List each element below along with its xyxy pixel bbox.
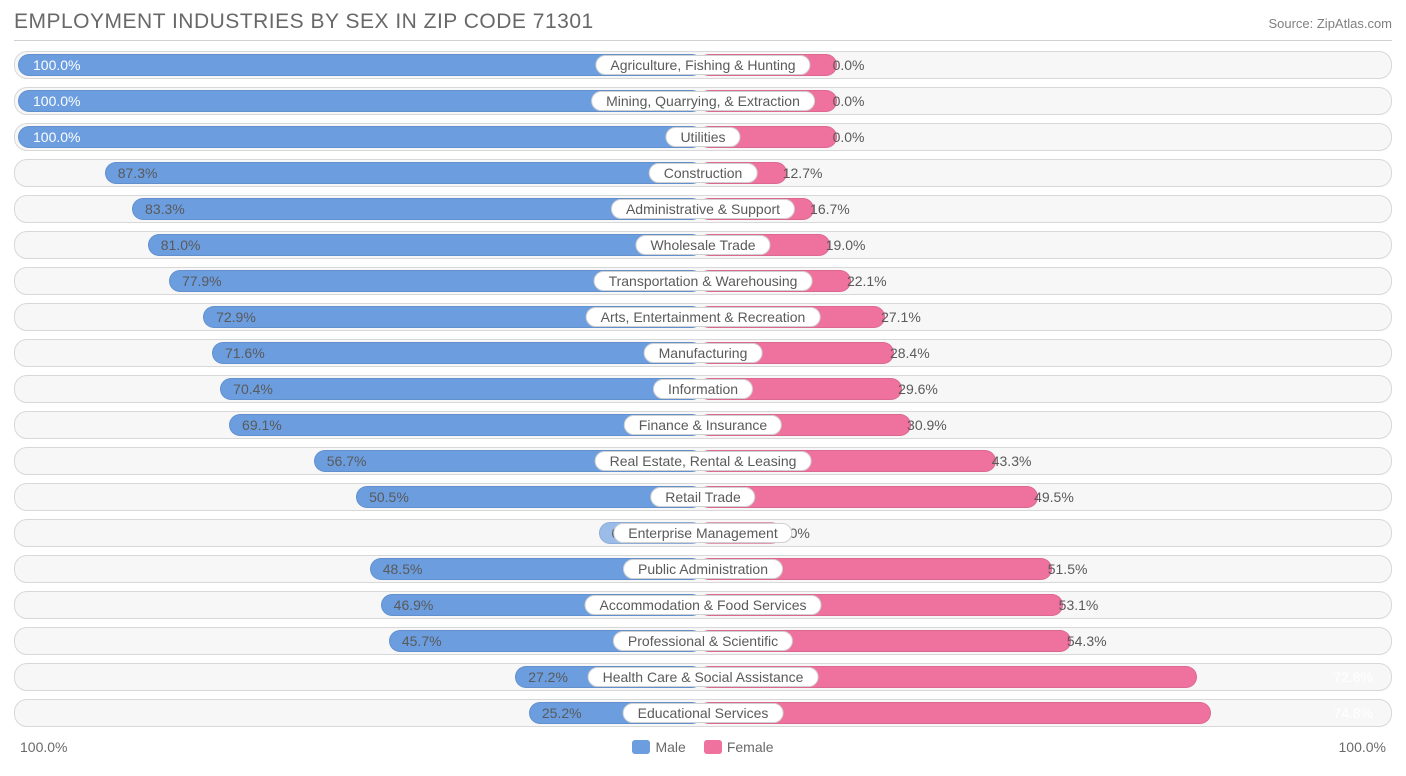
category-label: Wholesale Trade [635,235,770,255]
male-pct-label: 81.0% [161,232,201,258]
male-bar [212,342,703,364]
axis-left-label: 100.0% [20,739,67,755]
male-pct-label: 100.0% [33,52,80,78]
male-pct-label: 100.0% [33,88,80,114]
chart-row: 50.5% 49.5% Retail Trade [14,483,1392,511]
male-bar [148,234,703,256]
category-label: Manufacturing [644,343,763,363]
category-label: Enterprise Management [613,523,792,543]
chart-row: 46.9% 53.1% Accommodation & Food Services [14,591,1392,619]
female-pct-label: 29.6% [898,376,938,402]
male-pct-label: 48.5% [383,556,423,582]
male-pct-label: 56.7% [327,448,367,474]
male-pct-label: 87.3% [118,160,158,186]
female-pct-label: 0.0% [833,124,865,150]
chart-row: 25.2% 74.8% Educational Services [14,699,1392,727]
male-pct-label: 45.7% [402,628,442,654]
category-label: Retail Trade [650,487,755,507]
male-pct-label: 72.9% [216,304,256,330]
female-pct-label: 12.7% [783,160,823,186]
chart-row: 69.1% 30.9% Finance & Insurance [14,411,1392,439]
chart-row: 48.5% 51.5% Public Administration [14,555,1392,583]
chart-row: 0.0%0.0%Enterprise Management [14,519,1392,547]
male-pct-label: 50.5% [369,484,409,510]
female-pct-label: 72.8% [1333,664,1373,690]
female-pct-label: 74.8% [1333,700,1373,726]
female-pct-label: 0.0% [833,52,865,78]
legend-male: Male [632,739,685,755]
female-pct-label: 30.9% [907,412,947,438]
female-pct-label: 53.1% [1059,592,1099,618]
category-label: Professional & Scientific [613,631,793,651]
male-pct-label: 25.2% [542,700,582,726]
category-label: Information [653,379,753,399]
female-pct-label: 0.0% [833,88,865,114]
chart-row: 81.0% 19.0% Wholesale Trade [14,231,1392,259]
male-pct-label: 27.2% [528,664,568,690]
male-pct-label: 69.1% [242,412,282,438]
female-pct-label: 28.4% [890,340,930,366]
female-pct-label: 51.5% [1048,556,1088,582]
male-pct-label: 71.6% [225,340,265,366]
chart-legend: 100.0% Male Female 100.0% [14,735,1392,755]
chart-row: 70.4% 29.6% Information [14,375,1392,403]
chart-row: 87.3% 12.7% Construction [14,159,1392,187]
legend-female: Female [704,739,774,755]
legend-male-label: Male [655,739,685,755]
category-label: Construction [649,163,758,183]
category-label: Agriculture, Fishing & Hunting [595,55,810,75]
diverging-bar-chart: 100.0% 0.0% Agriculture, Fishing & Hunting… [14,40,1392,727]
chart-row: 77.9% 22.1% Transportation & Warehousing [14,267,1392,295]
female-pct-label: 22.1% [847,268,887,294]
female-pct-label: 54.3% [1067,628,1107,654]
category-label: Public Administration [623,559,783,579]
male-bar [220,378,703,400]
male-pct-label: 70.4% [233,376,273,402]
category-label: Real Estate, Rental & Leasing [595,451,812,471]
female-pct-label: 16.7% [810,196,850,222]
category-label: Arts, Entertainment & Recreation [586,307,821,327]
male-bar [105,162,703,184]
male-pct-label: 83.3% [145,196,185,222]
category-label: Mining, Quarrying, & Extraction [591,91,815,111]
female-pct-label: 27.1% [881,304,921,330]
chart-source: Source: ZipAtlas.com [1268,16,1392,31]
category-label: Health Care & Social Assistance [588,667,819,687]
chart-row: 100.0% 0.0% Agriculture, Fishing & Hunting [14,51,1392,79]
chart-row: 72.9% 27.1% Arts, Entertainment & Recreati… [14,303,1392,331]
chart-row: 100.0% 0.0% Mining, Quarrying, & Extractio… [14,87,1392,115]
chart-header: EMPLOYMENT INDUSTRIES BY SEX IN ZIP CODE… [14,10,1392,34]
category-label: Accommodation & Food Services [585,595,822,615]
male-swatch-icon [632,740,650,754]
category-label: Utilities [665,127,740,147]
axis-right-label: 100.0% [1339,739,1386,755]
legend-female-label: Female [727,739,774,755]
legend-series: Male Female [632,739,773,755]
female-pct-label: 43.3% [992,448,1032,474]
chart-row: 83.3% 16.7% Administrative & Support [14,195,1392,223]
category-label: Administrative & Support [611,199,795,219]
chart-row: 56.7% 43.3% Real Estate, Rental & Leasing [14,447,1392,475]
female-swatch-icon [704,740,722,754]
female-pct-label: 49.5% [1034,484,1074,510]
male-pct-label: 46.9% [394,592,434,618]
chart-row: 100.0% 0.0% Utilities [14,123,1392,151]
chart-row: 45.7% 54.3% Professional & Scientific [14,627,1392,655]
chart-row: 71.6% 28.4% Manufacturing [14,339,1392,367]
chart-title: EMPLOYMENT INDUSTRIES BY SEX IN ZIP CODE… [14,10,594,34]
category-label: Transportation & Warehousing [594,271,813,291]
category-label: Finance & Insurance [624,415,782,435]
male-pct-label: 100.0% [33,124,80,150]
category-label: Educational Services [623,703,784,723]
male-bar [18,126,703,148]
chart-row: 27.2% 72.8% Health Care & Social Assistanc… [14,663,1392,691]
male-pct-label: 77.9% [182,268,222,294]
female-pct-label: 19.0% [826,232,866,258]
